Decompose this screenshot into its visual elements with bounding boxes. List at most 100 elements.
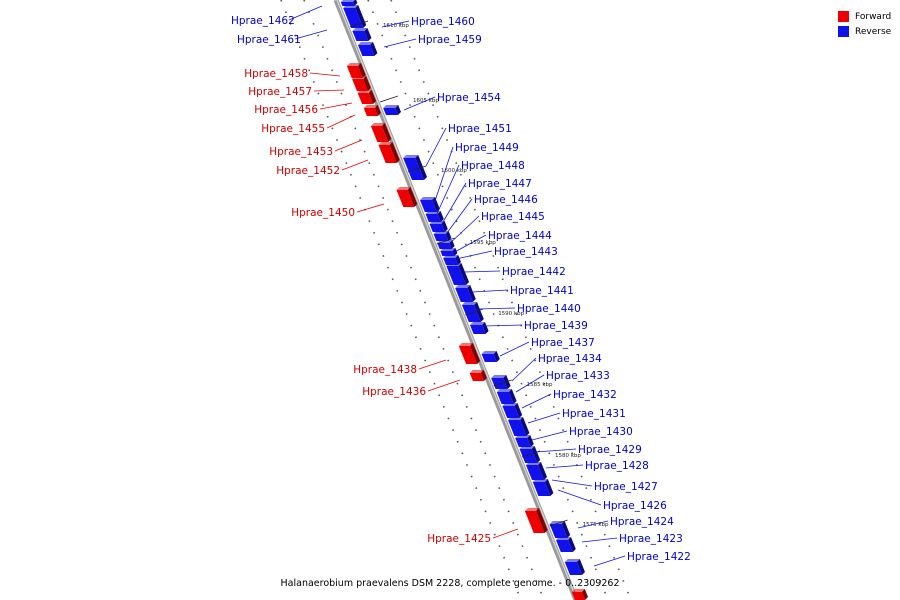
- svg-text:Hprae_1433: Hprae_1433: [546, 370, 610, 382]
- svg-text:Hprae_1436: Hprae_1436: [362, 386, 426, 398]
- legend-reverse-swatch: [838, 26, 849, 37]
- gene-label-reverse: Hprae_1422: [593, 551, 691, 567]
- svg-text:1610 kbp: 1610 kbp: [383, 23, 409, 29]
- svg-text:Hprae_1426: Hprae_1426: [603, 500, 667, 512]
- legend-forward-swatch: [838, 11, 849, 22]
- gene-label-forward: Hprae_1425: [427, 528, 519, 545]
- gene-label-forward: Hprae_1450: [291, 203, 385, 219]
- guide-track: [303, 0, 545, 600]
- svg-text:Hprae_1429: Hprae_1429: [578, 444, 642, 456]
- forward-gene-block: [524, 508, 548, 533]
- svg-text:Hprae_1424: Hprae_1424: [610, 516, 674, 528]
- legend-forward: Forward: [838, 9, 898, 24]
- reverse-gene-block: [564, 559, 585, 575]
- gene-label-forward: Hprae_1453: [269, 139, 363, 158]
- reverse-gene-block: [358, 42, 378, 56]
- svg-text:Hprae_1434: Hprae_1434: [538, 353, 602, 365]
- gene-label-reverse: Hprae_1440: [477, 303, 581, 315]
- forward-gene-block: [378, 142, 400, 163]
- gene-label-reverse: Hprae_1451: [425, 123, 512, 167]
- scale-tick: 1595 kbp: [436, 237, 496, 246]
- svg-text:Hprae_1446: Hprae_1446: [474, 194, 538, 206]
- gene-label-reverse: Hprae_1439: [483, 320, 588, 332]
- reverse-gene-block: [508, 417, 530, 436]
- svg-text:Hprae_1428: Hprae_1428: [585, 460, 649, 472]
- legend: Forward Reverse: [838, 9, 898, 39]
- svg-text:Hprae_1442: Hprae_1442: [502, 266, 566, 278]
- gene-label-forward: Hprae_1455: [261, 114, 356, 135]
- svg-text:Hprae_1425: Hprae_1425: [427, 533, 491, 545]
- backbone-highlight: [336, 0, 578, 600]
- reverse-gene-block: [383, 105, 401, 115]
- reverse-gene-block: [556, 537, 576, 552]
- gene-label-reverse: Hprae_1441: [471, 285, 574, 297]
- gene-label-reverse: Hprae_1442: [463, 266, 566, 278]
- svg-text:Hprae_1456: Hprae_1456: [254, 104, 318, 116]
- svg-text:1585 kbp: 1585 kbp: [527, 382, 553, 388]
- forward-gene-block: [370, 123, 392, 142]
- gene-label-reverse: Hprae_1448: [435, 160, 525, 217]
- gene-label-reverse: Hprae_1428: [545, 460, 649, 472]
- reverse-gene-block: [502, 403, 523, 418]
- svg-text:Hprae_1443: Hprae_1443: [494, 246, 558, 258]
- reverse-gene-block: [515, 435, 534, 447]
- reverse-gene-block: [433, 231, 452, 241]
- svg-text:Hprae_1449: Hprae_1449: [455, 142, 519, 154]
- legend-reverse: Reverse: [838, 24, 898, 39]
- gene-label-forward: Hprae_1458: [244, 68, 341, 80]
- forward-gene-block: [458, 343, 481, 364]
- gene-label-reverse: Hprae_1431: [527, 408, 626, 424]
- backbone: [333, 0, 579, 600]
- gene-label-reverse: Hprae_1447: [439, 178, 532, 228]
- gene-label-reverse: Hprae_1433: [515, 370, 610, 393]
- forward-gene-block: [571, 589, 588, 600]
- svg-text:Hprae_1450: Hprae_1450: [291, 207, 355, 219]
- scale-tick: 1590 kbp: [465, 308, 525, 317]
- gene-label-reverse: Hprae_1454: [403, 92, 501, 111]
- reverse-gene-block: [470, 322, 489, 334]
- svg-text:Hprae_1440: Hprae_1440: [517, 303, 581, 315]
- reverse-gene-block: [491, 375, 511, 389]
- reverse-gene-block: [549, 521, 571, 538]
- reverse-gene-block: [352, 28, 372, 41]
- reverse-gene-block: [455, 285, 476, 302]
- svg-text:Hprae_1452: Hprae_1452: [276, 165, 340, 177]
- gene-label-reverse: Hprae_1423: [581, 533, 683, 545]
- svg-text:Hprae_1461: Hprae_1461: [237, 34, 301, 46]
- guide-track: [280, 0, 522, 600]
- gene-label-reverse: Hprae_1459: [383, 34, 482, 48]
- gene-label-reverse: Hprae_1462: [231, 5, 323, 27]
- gene-label-reverse: Hprae_1444: [450, 230, 552, 255]
- legend-reverse-label: Reverse: [855, 26, 892, 37]
- gene-label-reverse: Hprae_1449: [433, 142, 519, 205]
- gene-label-forward: Hprae_1457: [248, 86, 345, 98]
- svg-text:Hprae_1437: Hprae_1437: [531, 337, 595, 349]
- gene-label-reverse: Hprae_1460: [381, 16, 475, 28]
- guide-track: [367, 0, 609, 600]
- reverse-gene-block: [496, 389, 517, 404]
- gene-label-reverse: Hprae_1461: [237, 29, 328, 46]
- forward-gene-block: [396, 187, 418, 207]
- svg-text:Hprae_1458: Hprae_1458: [244, 68, 308, 80]
- forward-gene-block: [346, 63, 366, 78]
- reverse-gene-block: [446, 263, 469, 285]
- svg-text:Hprae_1459: Hprae_1459: [418, 34, 482, 46]
- svg-text:Hprae_1444: Hprae_1444: [488, 230, 552, 242]
- gene-label-reverse: Hprae_1446: [443, 194, 538, 238]
- scale-tick: 1600 kbp: [407, 165, 467, 174]
- reverse-gene-block: [526, 462, 547, 480]
- svg-text:Hprae_1430: Hprae_1430: [569, 426, 633, 438]
- forward-gene-block: [469, 370, 487, 381]
- gene-label-reverse: Hprae_1424: [577, 516, 674, 529]
- reverse-gene-block: [429, 221, 448, 232]
- svg-text:Hprae_1447: Hprae_1447: [468, 178, 532, 190]
- svg-text:1575 kbp: 1575 kbp: [583, 522, 609, 528]
- svg-text:Hprae_1431: Hprae_1431: [562, 408, 626, 420]
- gene-label-reverse: Hprae_1427: [551, 479, 658, 493]
- svg-text:Hprae_1454: Hprae_1454: [437, 92, 501, 104]
- gene-label-reverse: Hprae_1430: [531, 426, 633, 441]
- gene-label-reverse: Hprae_1429: [535, 444, 642, 456]
- legend-forward-label: Forward: [855, 11, 892, 22]
- svg-text:Hprae_1432: Hprae_1432: [553, 389, 617, 401]
- gene-label-reverse: Hprae_1437: [499, 337, 595, 357]
